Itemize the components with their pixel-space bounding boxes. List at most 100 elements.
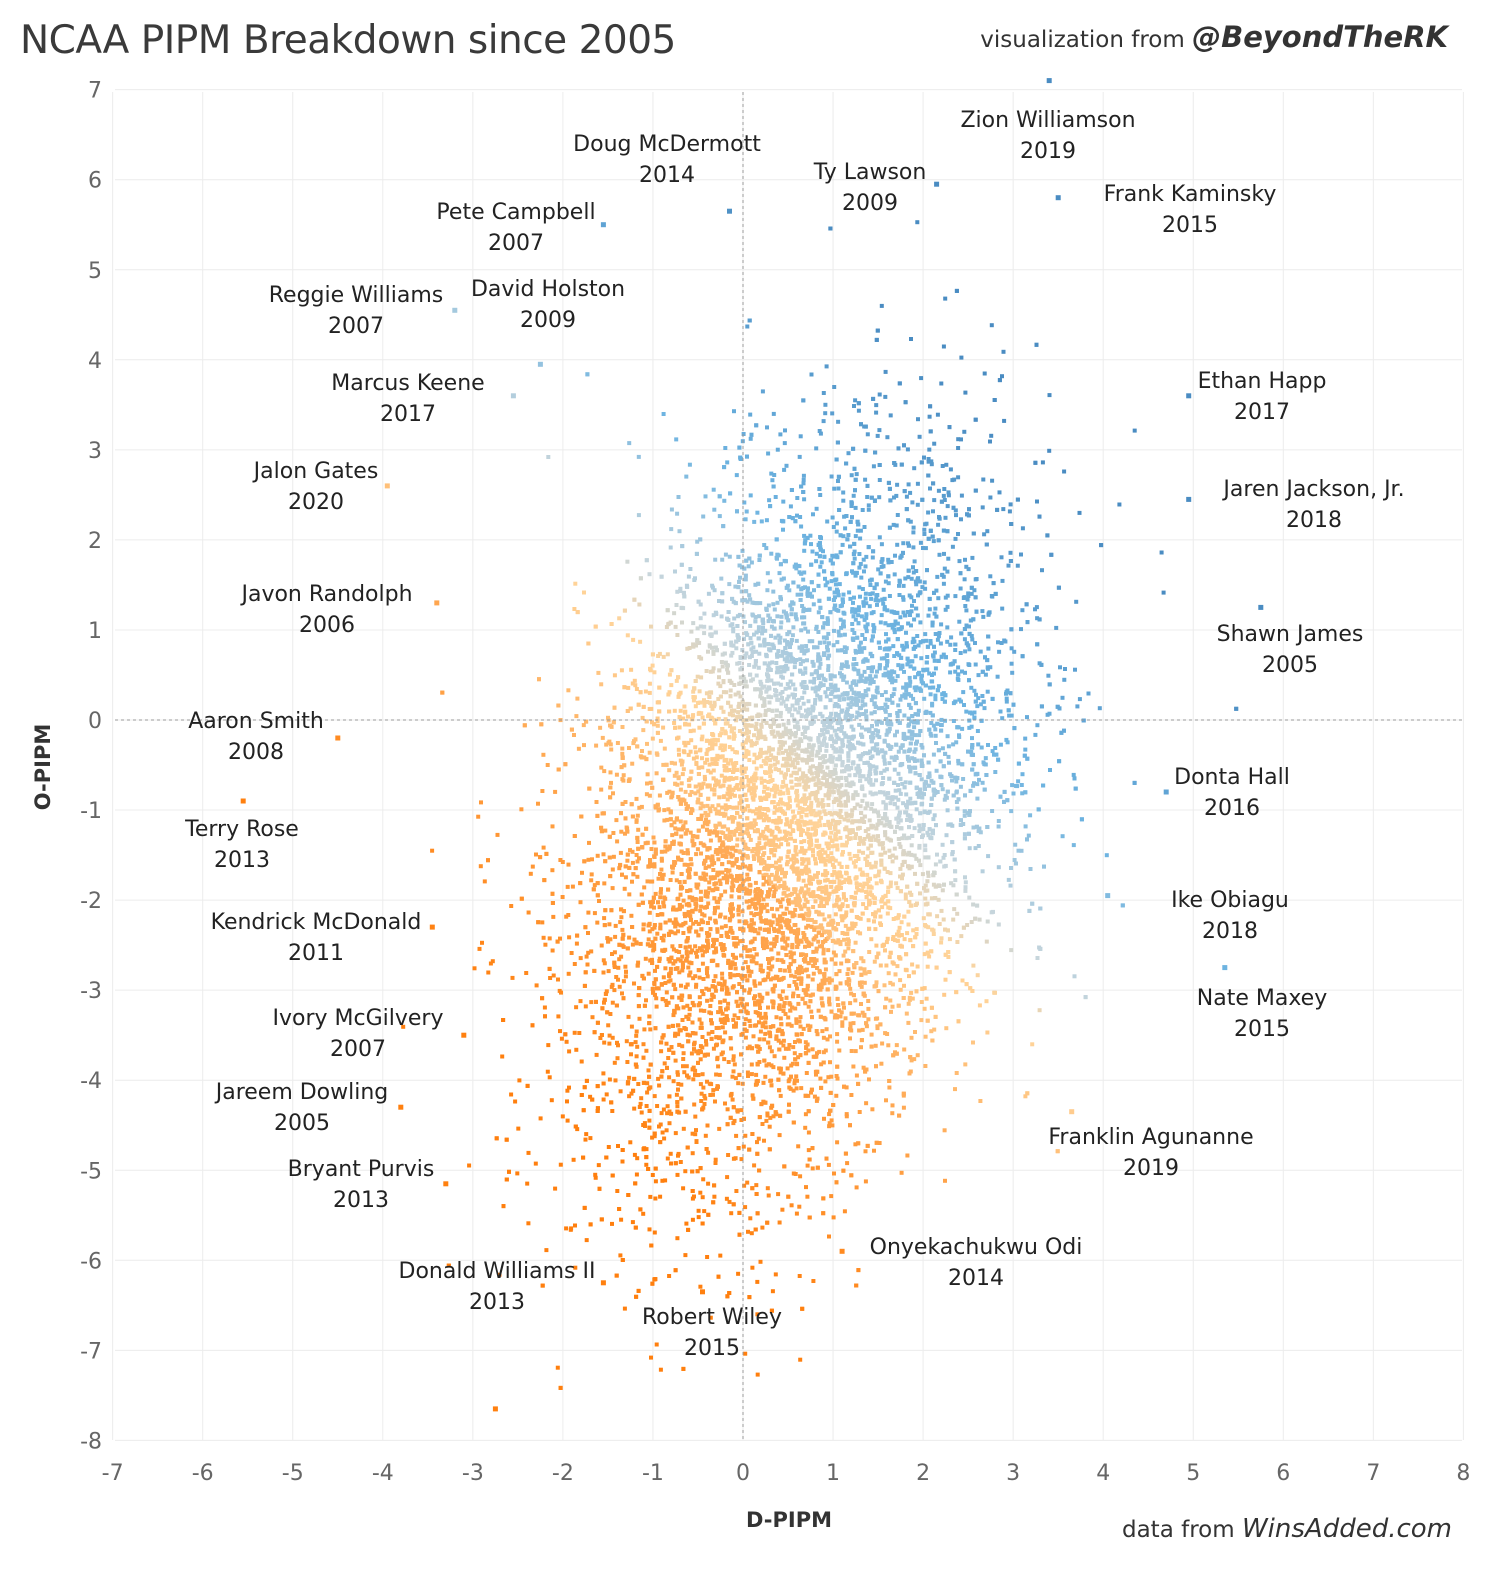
density-point bbox=[806, 1093, 811, 1098]
density-point bbox=[761, 944, 765, 948]
density-point bbox=[678, 944, 683, 948]
density-point bbox=[734, 646, 739, 651]
density-point bbox=[854, 662, 859, 666]
density-point bbox=[763, 1011, 768, 1016]
density-point bbox=[761, 897, 766, 902]
density-point bbox=[858, 528, 863, 533]
density-point bbox=[678, 787, 683, 792]
density-point bbox=[852, 404, 856, 408]
density-point bbox=[634, 687, 639, 691]
density-point bbox=[815, 1051, 819, 1056]
density-point bbox=[698, 889, 703, 894]
density-point bbox=[691, 728, 696, 733]
density-point bbox=[883, 690, 888, 695]
density-point bbox=[1060, 834, 1065, 839]
density-point bbox=[814, 821, 819, 826]
density-point bbox=[845, 972, 850, 976]
density-point bbox=[932, 813, 937, 818]
density-point bbox=[751, 847, 756, 851]
density-point bbox=[791, 860, 796, 865]
density-point bbox=[869, 1032, 874, 1037]
density-point bbox=[811, 764, 815, 769]
density-point bbox=[777, 1220, 782, 1225]
density-point bbox=[713, 1161, 718, 1165]
density-point bbox=[636, 454, 641, 459]
density-point bbox=[932, 650, 937, 655]
density-point bbox=[727, 745, 732, 749]
density-point bbox=[975, 973, 980, 978]
density-point bbox=[625, 1060, 630, 1064]
density-point bbox=[576, 746, 581, 751]
density-point bbox=[885, 608, 890, 613]
density-point bbox=[620, 1159, 625, 1164]
density-point bbox=[778, 789, 783, 794]
density-point bbox=[935, 412, 940, 417]
density-point bbox=[795, 986, 799, 991]
density-point bbox=[593, 1175, 598, 1180]
credit-handle[interactable]: @BeyondTheRK bbox=[1192, 20, 1448, 54]
density-point bbox=[746, 965, 751, 970]
density-point bbox=[967, 718, 972, 723]
density-point bbox=[884, 822, 889, 827]
density-point bbox=[819, 985, 824, 990]
density-point bbox=[842, 1005, 846, 1010]
density-point bbox=[792, 980, 797, 984]
density-point bbox=[693, 1068, 698, 1073]
density-point bbox=[824, 841, 829, 846]
density-point bbox=[933, 632, 938, 636]
density-point bbox=[625, 559, 630, 564]
density-point bbox=[990, 478, 995, 483]
density-point bbox=[944, 1026, 949, 1031]
density-point bbox=[685, 828, 690, 833]
density-point bbox=[940, 842, 945, 847]
density-point bbox=[672, 863, 677, 867]
density-point bbox=[827, 999, 832, 1004]
density-point bbox=[785, 830, 790, 835]
density-point bbox=[691, 642, 696, 647]
density-point bbox=[669, 507, 674, 512]
density-point bbox=[908, 490, 913, 495]
density-point bbox=[773, 805, 778, 810]
density-point bbox=[566, 688, 571, 693]
density-point bbox=[753, 880, 758, 885]
density-point bbox=[846, 451, 851, 456]
density-point bbox=[951, 917, 956, 922]
density-point bbox=[828, 825, 832, 830]
density-point bbox=[720, 971, 725, 976]
density-point bbox=[882, 758, 887, 763]
density-point bbox=[996, 865, 1001, 870]
density-point bbox=[730, 650, 735, 655]
density-point bbox=[718, 784, 723, 789]
density-point bbox=[893, 788, 898, 793]
density-point bbox=[954, 779, 959, 784]
density-point bbox=[701, 514, 706, 519]
density-point bbox=[829, 830, 834, 835]
density-point bbox=[702, 611, 707, 616]
density-point bbox=[678, 589, 683, 593]
density-point bbox=[827, 996, 832, 1001]
density-point bbox=[634, 1054, 639, 1059]
density-point bbox=[922, 792, 926, 797]
density-point bbox=[801, 771, 806, 776]
density-point bbox=[758, 694, 763, 699]
density-point bbox=[883, 709, 888, 714]
density-point bbox=[901, 610, 906, 615]
density-point bbox=[903, 892, 908, 897]
density-point bbox=[684, 1221, 689, 1226]
density-point bbox=[838, 942, 843, 947]
density-point bbox=[833, 835, 838, 840]
density-point bbox=[935, 852, 939, 857]
density-point bbox=[675, 782, 680, 787]
density-point bbox=[900, 643, 905, 648]
density-point bbox=[690, 909, 695, 914]
density-point bbox=[902, 983, 906, 988]
density-point bbox=[915, 481, 920, 486]
density-point bbox=[872, 901, 877, 905]
density-point bbox=[708, 916, 713, 921]
density-point bbox=[908, 890, 912, 895]
density-point bbox=[840, 740, 845, 745]
density-point bbox=[490, 959, 495, 964]
density-point bbox=[922, 952, 927, 957]
density-point bbox=[826, 1075, 831, 1080]
density-point bbox=[874, 778, 878, 783]
